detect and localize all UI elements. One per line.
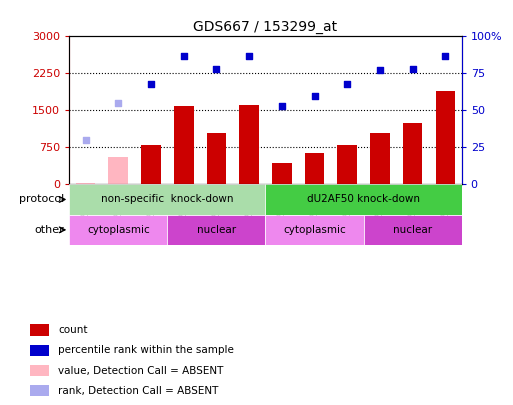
Bar xyxy=(109,157,128,184)
Text: value, Detection Call = ABSENT: value, Detection Call = ABSENT xyxy=(58,366,223,375)
Bar xyxy=(76,183,95,184)
Bar xyxy=(305,153,324,184)
Bar xyxy=(239,105,259,184)
Bar xyxy=(69,215,167,245)
Bar xyxy=(207,132,226,184)
Point xyxy=(376,67,384,74)
Bar xyxy=(141,145,161,184)
Text: nuclear: nuclear xyxy=(393,225,432,235)
Point xyxy=(408,66,417,72)
Text: protocol: protocol xyxy=(19,194,64,205)
Bar xyxy=(30,324,49,336)
Point xyxy=(343,81,351,87)
Bar xyxy=(174,107,193,184)
Text: nuclear: nuclear xyxy=(197,225,236,235)
Point xyxy=(82,137,90,143)
Title: GDS667 / 153299_at: GDS667 / 153299_at xyxy=(193,20,338,34)
Bar xyxy=(30,365,49,376)
Text: cytoplasmic: cytoplasmic xyxy=(87,225,150,235)
Text: rank, Detection Call = ABSENT: rank, Detection Call = ABSENT xyxy=(58,386,219,396)
Text: percentile rank within the sample: percentile rank within the sample xyxy=(58,345,234,355)
Bar xyxy=(30,385,49,396)
Bar xyxy=(436,91,455,184)
Point xyxy=(278,103,286,109)
Bar xyxy=(265,184,462,215)
Point xyxy=(180,52,188,59)
Bar xyxy=(167,215,266,245)
Bar xyxy=(403,123,422,184)
Text: count: count xyxy=(58,325,88,335)
Point xyxy=(147,81,155,87)
Point xyxy=(310,92,319,99)
Text: cytoplasmic: cytoplasmic xyxy=(283,225,346,235)
Point xyxy=(212,66,221,72)
Bar xyxy=(364,215,462,245)
Point xyxy=(245,52,253,59)
Bar xyxy=(69,184,265,215)
Text: other: other xyxy=(34,225,64,235)
Bar xyxy=(265,215,364,245)
Text: dU2AF50 knock-down: dU2AF50 knock-down xyxy=(307,194,420,205)
Point xyxy=(441,52,449,59)
Bar xyxy=(338,145,357,184)
Text: non-specific  knock-down: non-specific knock-down xyxy=(101,194,233,205)
Bar xyxy=(370,132,390,184)
Point xyxy=(114,100,123,106)
Bar xyxy=(30,345,49,356)
Bar xyxy=(272,163,291,184)
